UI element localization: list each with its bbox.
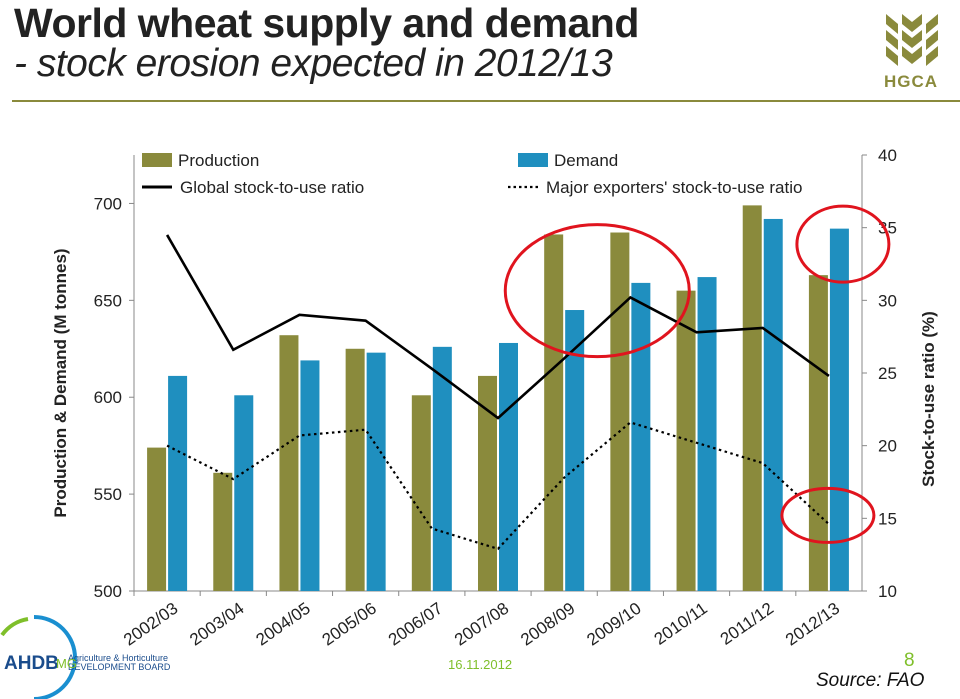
footer-author: MG [56, 656, 77, 671]
bar-demand [432, 346, 452, 591]
x-tick-label: 2006/07 [385, 599, 446, 650]
x-tick-label: 2005/06 [319, 599, 380, 650]
bar-production [808, 275, 828, 591]
bar-production [478, 375, 497, 591]
x-tick-label: 2008/09 [517, 599, 578, 650]
slide-title: World wheat supply and demand [14, 0, 639, 46]
legend-label-global-stock-to-use-ratio: Global stock-to-use ratio [180, 178, 364, 197]
footer-org-subtitle-line1: Agriculture & Horticulture [68, 653, 169, 663]
y-tick-label-left: 700 [94, 194, 122, 213]
footer-date: 16.11.2012 [448, 657, 513, 672]
bar-production [411, 395, 431, 591]
bar-demand [829, 228, 849, 591]
bar-demand [697, 277, 717, 591]
legend-label-demand: Demand [554, 151, 618, 170]
legend-label-major-exporters-stock-to-use-ratio: Major exporters' stock-to-use ratio [546, 178, 802, 197]
x-tick-label: 2007/08 [451, 599, 512, 650]
bar-demand [300, 360, 320, 591]
bar-production [676, 290, 696, 591]
y-tick-label-right: 30 [878, 291, 897, 310]
bar-demand [631, 282, 651, 591]
hgca-logo-text: HGCA [884, 72, 939, 91]
bar-production [345, 348, 365, 591]
y-tick-label-left: 600 [94, 388, 122, 407]
source-note: Source: FAO [816, 670, 925, 691]
bar-production [213, 472, 233, 591]
bar-production [610, 232, 630, 591]
y-tick-label-right: 25 [878, 364, 897, 383]
legend-label-production: Production [178, 151, 259, 170]
highlight-circle [780, 486, 876, 544]
legend-swatch-production [142, 153, 172, 167]
highlight-circle [503, 223, 691, 359]
bar-production [742, 205, 762, 592]
bar-demand [499, 342, 518, 591]
footer-org-name: AHDB [4, 653, 59, 674]
bar-production [544, 234, 564, 591]
y-tick-label-left: 650 [94, 291, 122, 310]
bar-demand [168, 375, 188, 591]
highlight-circle [795, 204, 891, 284]
bar-production [279, 335, 299, 591]
x-tick-label: 2004/05 [253, 599, 314, 650]
bar-demand [234, 395, 254, 591]
page-number: 8 [904, 650, 915, 671]
y-tick-label-left: 500 [94, 582, 122, 601]
bar-production [147, 447, 167, 591]
y-tick-label-right: 40 [878, 146, 897, 165]
slide-subtitle: - stock erosion expected in 2012/13 [14, 42, 613, 85]
y-tick-label-right: 10 [878, 582, 897, 601]
bar-demand [565, 310, 585, 591]
bar-demand [366, 352, 386, 591]
footer-org-subtitle: Agriculture & Horticulture DEVELOPMENT B… [68, 654, 170, 672]
title-divider [12, 100, 960, 102]
line-major-exporters-ratio [166, 421, 830, 551]
ahdb-logo-icon [0, 615, 77, 699]
bar-demand [763, 218, 783, 592]
y-tick-label-right: 15 [878, 509, 897, 528]
line-global-ratio [165, 234, 830, 420]
y-axis-title-left: Production & Demand (M tonnes) [51, 248, 70, 517]
footer-org-subtitle-line2: DEVELOPMENT BOARD [68, 662, 171, 672]
legend-swatch-demand [518, 153, 548, 167]
hgca-logo-icon [886, 14, 938, 66]
x-tick-label: 2010/11 [651, 599, 711, 649]
x-tick-label: 2011/12 [717, 599, 777, 649]
y-tick-label-left: 550 [94, 485, 122, 504]
y-axis-title-right: Stock-to-use ratio (%) [919, 311, 938, 487]
x-tick-label: 2012/13 [782, 599, 843, 650]
x-tick-label: 2009/10 [583, 599, 644, 650]
y-tick-label-right: 20 [878, 437, 897, 456]
